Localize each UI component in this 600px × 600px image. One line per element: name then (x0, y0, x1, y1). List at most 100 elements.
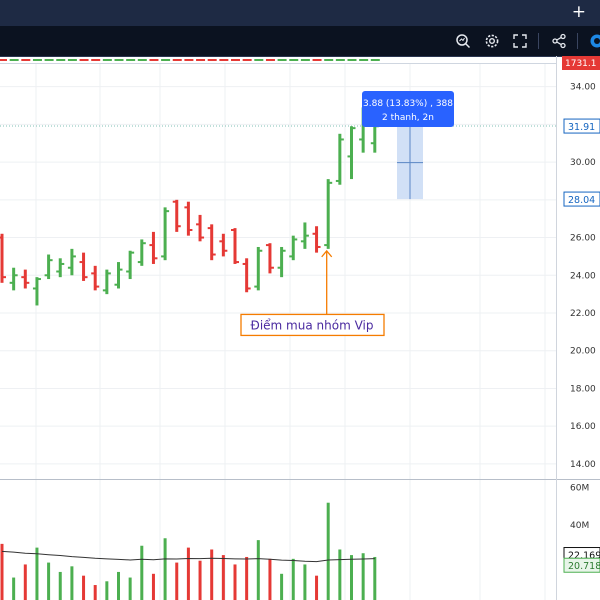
pane-divider[interactable] (0, 479, 600, 480)
candle (9, 267, 18, 291)
price-tag-box (563, 191, 600, 207)
price-axis[interactable]: 34.0032.0030.0028.0026.0024.0022.0020.00… (570, 83, 596, 470)
volume-tag-box (563, 557, 600, 573)
toolbar-divider (538, 33, 539, 49)
measure-tooltip: 3.88 (13.83%) , 388 2 thanh, 2n (362, 91, 454, 127)
top-price-tag-box (562, 56, 600, 70)
candle (137, 239, 146, 266)
mini-mark (324, 59, 334, 61)
candle (32, 277, 41, 306)
volume-bar (268, 558, 272, 600)
candle (312, 226, 321, 253)
volume-bar (117, 571, 120, 600)
volume-bar (280, 573, 284, 600)
candle (67, 248, 76, 276)
price-tag-label: 28.04 (568, 195, 595, 206)
chart-grid (0, 64, 556, 600)
candles (0, 107, 379, 306)
mini-mark (67, 59, 77, 61)
price-chart[interactable]: Điểm mua nhóm Vip 34.0032.0030.0028.0026… (0, 56, 600, 600)
volume-bar (291, 558, 295, 600)
measure-tooltip-line1: 3.88 (13.83%) , 388 (363, 99, 453, 109)
candle (335, 133, 344, 185)
new-tab-button[interactable]: + (571, 2, 586, 22)
mini-mark (79, 59, 89, 61)
mini-mark (172, 59, 182, 61)
candle (56, 258, 65, 278)
candle (114, 262, 123, 289)
mini-mark (347, 59, 357, 61)
price-tag-label: 31.91 (568, 122, 595, 133)
mini-mark (32, 59, 42, 61)
annotation-text: Điểm mua nhóm Vip (251, 318, 374, 332)
volume-bar (35, 547, 39, 600)
mini-mark (265, 59, 275, 61)
toolbar-divider (577, 33, 578, 49)
price-axis-border (556, 56, 557, 600)
mini-mark (300, 59, 310, 61)
mini-mark (242, 59, 252, 61)
volume-bar (303, 564, 307, 600)
mini-mark (370, 59, 380, 61)
volume-tick-label: 40M (570, 521, 589, 531)
mini-mark (207, 59, 217, 61)
candle (254, 246, 263, 291)
magnify-chart-icon[interactable] (452, 30, 474, 52)
candle (265, 243, 274, 274)
price-tick-label: 16.00 (570, 422, 596, 432)
volume-axis[interactable]: 60M 40M 22.169M20.718M (563, 484, 600, 573)
share-icon[interactable] (548, 30, 570, 52)
mini-mark (9, 59, 19, 61)
volume-bar (163, 538, 167, 600)
volume-tag-label: 22.169M (568, 551, 600, 562)
measure-tooltip-box (362, 91, 454, 127)
volume-bar (82, 575, 86, 600)
volume-bar (326, 502, 330, 600)
candle (161, 207, 170, 261)
volume-bar (210, 549, 214, 600)
volume-bar (175, 562, 179, 600)
mini-mark (44, 59, 54, 61)
account-icon[interactable] (586, 30, 600, 52)
volume-bar (186, 547, 190, 600)
mini-mark (102, 59, 112, 61)
price-tick-label: 34.00 (570, 83, 596, 93)
candle (289, 235, 298, 261)
candle (242, 258, 251, 293)
measure-tool[interactable] (397, 119, 423, 200)
price-tick-label: 24.00 (570, 271, 596, 281)
fullscreen-icon[interactable] (509, 30, 531, 52)
gear-icon[interactable] (481, 30, 503, 52)
mini-mark (149, 59, 159, 61)
volume-bar (350, 555, 353, 600)
window-title-bar: + (0, 0, 600, 26)
volume-bar (198, 560, 202, 600)
price-tag-box (563, 118, 600, 134)
mini-mark (359, 59, 369, 61)
volume-bar (70, 566, 74, 600)
volume-bar (221, 555, 225, 600)
mini-mark (114, 59, 124, 61)
candle (347, 126, 356, 180)
candle (219, 233, 228, 257)
volume-bar (128, 577, 132, 600)
mini-mark (277, 59, 287, 61)
candle (324, 179, 333, 249)
candle (102, 269, 111, 295)
volume-bar (140, 545, 144, 600)
volume-bar (338, 549, 342, 600)
candle (196, 214, 205, 242)
volume-bar (256, 540, 260, 600)
top-mini-strip (0, 59, 380, 61)
measure-tooltip-line2: 2 thanh, 2n (382, 113, 434, 123)
mini-mark (21, 59, 31, 61)
volume-bar (12, 577, 16, 600)
mini-mark (196, 59, 206, 61)
top-strip-divider (0, 63, 556, 64)
mini-mark (161, 59, 171, 61)
annotation-arrow-head (321, 249, 333, 258)
volume-bar (47, 562, 51, 600)
mini-mark (126, 59, 136, 61)
volume-bar (151, 573, 155, 600)
mini-mark (335, 59, 345, 61)
